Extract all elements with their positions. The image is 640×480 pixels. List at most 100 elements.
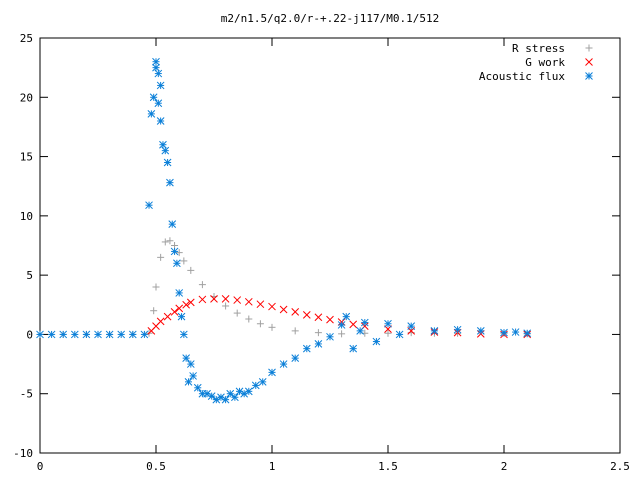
data-point xyxy=(233,309,241,317)
data-point xyxy=(154,99,163,108)
data-point xyxy=(198,295,207,304)
data-point xyxy=(182,300,191,309)
data-point xyxy=(337,321,346,329)
data-point xyxy=(279,360,288,368)
data-point xyxy=(173,259,181,268)
data-point xyxy=(166,237,174,245)
data-point xyxy=(268,368,276,377)
y-tick-label: -10 xyxy=(13,447,33,460)
data-point xyxy=(453,325,462,334)
x-tick-label: 0.5 xyxy=(146,460,166,473)
data-point xyxy=(511,328,520,336)
data-point xyxy=(36,330,44,339)
data-point xyxy=(168,220,177,229)
data-point xyxy=(258,378,267,386)
data-point xyxy=(170,247,179,256)
data-point xyxy=(314,340,323,348)
x-tick-label: 1 xyxy=(269,460,276,473)
y-tick-label: -5 xyxy=(20,388,33,401)
series-r-stress xyxy=(36,237,531,338)
data-point xyxy=(314,313,323,322)
data-point xyxy=(157,253,165,261)
y-tick-label: 20 xyxy=(20,91,33,104)
data-point xyxy=(163,158,172,167)
data-point xyxy=(147,110,156,118)
data-point xyxy=(349,320,358,329)
data-point xyxy=(256,300,265,309)
data-point xyxy=(156,81,165,90)
data-point xyxy=(291,354,300,362)
data-point xyxy=(105,330,114,339)
x-tick-label: 2.5 xyxy=(610,460,630,473)
data-point xyxy=(226,389,235,398)
x-tick-label: 1.5 xyxy=(378,460,398,473)
data-point xyxy=(156,117,165,125)
data-point xyxy=(349,344,358,353)
legend-marker-point xyxy=(585,58,593,66)
data-point xyxy=(82,330,91,339)
data-point xyxy=(395,330,404,339)
data-point xyxy=(154,69,163,78)
data-point xyxy=(279,305,288,314)
data-point xyxy=(161,146,170,155)
legend-label-r-stress: R stress xyxy=(512,42,565,55)
data-point xyxy=(302,311,311,319)
data-point xyxy=(302,344,311,353)
data-point xyxy=(356,327,365,335)
data-point xyxy=(430,327,439,335)
data-point xyxy=(177,312,186,321)
data-point xyxy=(360,318,369,327)
data-point xyxy=(47,330,56,339)
data-point xyxy=(187,266,195,274)
data-point xyxy=(222,302,230,310)
data-point xyxy=(150,307,158,315)
data-point xyxy=(184,378,193,386)
data-point xyxy=(244,387,253,396)
data-point xyxy=(156,317,165,326)
y-tick-label: 10 xyxy=(20,210,33,223)
data-point xyxy=(175,304,184,313)
data-point xyxy=(171,242,179,249)
data-point xyxy=(117,330,126,339)
legend-marker-acoustic-flux xyxy=(585,72,593,80)
data-point xyxy=(326,315,334,324)
data-point xyxy=(210,295,218,303)
data-point xyxy=(170,308,179,316)
x-tick-label: 0 xyxy=(37,460,44,473)
data-point xyxy=(189,372,197,380)
data-point xyxy=(384,319,392,328)
data-point xyxy=(291,308,300,316)
data-point xyxy=(314,329,322,337)
data-point xyxy=(476,327,485,335)
data-point xyxy=(291,327,299,335)
y-tick-label: 15 xyxy=(20,151,33,164)
y-tick-label: 25 xyxy=(20,32,33,45)
data-point xyxy=(175,289,184,297)
data-point xyxy=(161,238,169,246)
data-point xyxy=(94,330,102,339)
data-point xyxy=(182,354,191,362)
legend-label-g-work: G work xyxy=(525,56,565,69)
data-point xyxy=(384,329,392,337)
legend-marker-point xyxy=(585,44,593,52)
data-point xyxy=(128,330,137,339)
data-point xyxy=(251,381,260,390)
data-point xyxy=(245,315,253,323)
y-tick-label: 5 xyxy=(26,269,33,282)
y-tick-label: 0 xyxy=(26,328,33,341)
data-point xyxy=(166,178,174,187)
data-point xyxy=(140,330,149,339)
data-point xyxy=(268,323,276,331)
data-point xyxy=(145,201,153,210)
data-point xyxy=(221,395,230,404)
data-point xyxy=(207,392,216,400)
data-point xyxy=(152,57,160,66)
chart-title: m2/n1.5/q2.0/r-+.22-j117/M0.1/512 xyxy=(221,12,440,25)
data-point xyxy=(326,332,334,341)
data-point xyxy=(186,298,195,307)
data-point xyxy=(523,329,532,338)
data-point xyxy=(256,320,264,328)
data-point xyxy=(372,337,381,346)
